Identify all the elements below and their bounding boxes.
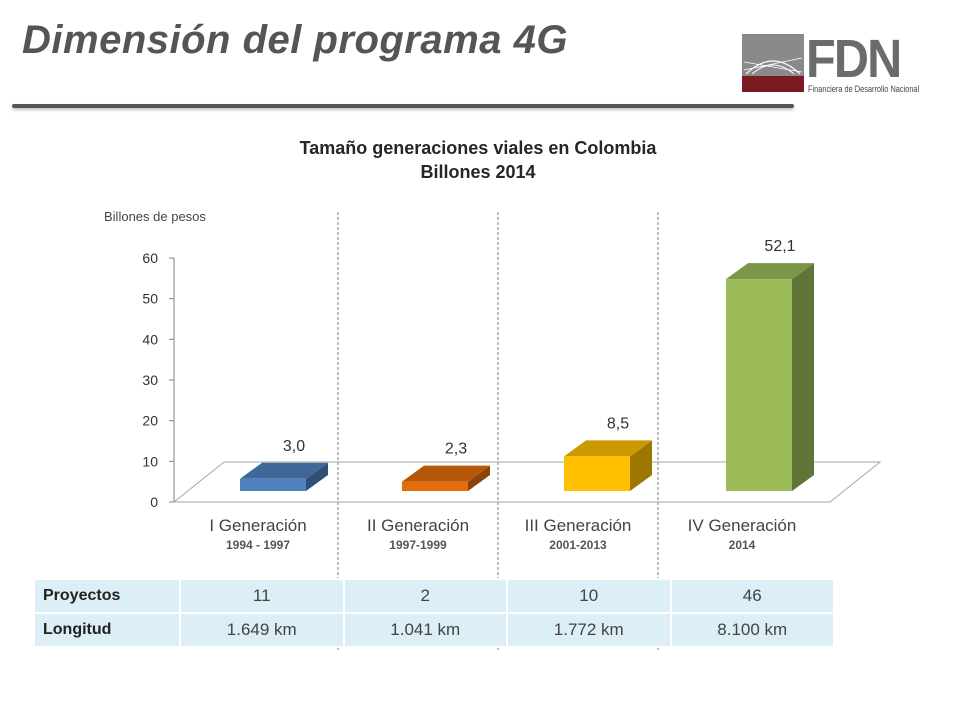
chart-title: Tamaño generaciones viales en Colombia B… [200, 136, 756, 184]
fdn-logo-mark-icon [742, 34, 804, 92]
table-cell: 1.041 km [342, 612, 508, 648]
bar-side [792, 263, 814, 491]
category-years: 2014 [728, 538, 756, 552]
category-name: II Generación [366, 516, 470, 535]
slide-title: Dimensión del programa 4G [22, 18, 568, 62]
bar-side [306, 462, 328, 491]
category-name: III Generación [524, 516, 632, 535]
table-row: Proyectos 11 2 10 46 [33, 578, 835, 614]
data-label: 8,5 [607, 415, 629, 432]
row-header: Proyectos [33, 578, 181, 614]
row-header: Longitud [33, 612, 181, 648]
y-tick-label: 30 [142, 372, 158, 388]
y-tick-label: 20 [142, 413, 158, 429]
category-label: III Generación 2001-2013 [498, 515, 658, 553]
bar [726, 279, 792, 491]
table-cell: 1.649 km [179, 612, 345, 648]
fdn-logo: FDN Financiera de Desarrollo Nacional [742, 29, 932, 96]
bar-top [402, 465, 490, 482]
category-label: I Generación 1994 - 1997 [178, 515, 338, 553]
title-underline [12, 104, 794, 108]
table-cell: 2 [342, 578, 508, 614]
bar-top [726, 263, 814, 280]
chart-subtitle: Billones 2014 [420, 162, 536, 182]
table-cell: 11 [179, 578, 345, 614]
fdn-logo-text: FDN [806, 29, 902, 89]
category-years: 2001-2013 [549, 538, 607, 552]
bar [564, 456, 630, 491]
bar-top [564, 440, 652, 457]
y-tick-label: 10 [142, 453, 158, 469]
category-label: IV Generación 2014 [662, 515, 822, 553]
y-tick-label: 0 [150, 494, 158, 510]
y-tick-label: 50 [142, 291, 158, 307]
table-cell: 46 [669, 578, 835, 614]
chart-floor [172, 461, 882, 503]
y-tick-label: 60 [142, 250, 158, 266]
bar-top [240, 462, 328, 479]
bar-side [468, 465, 490, 491]
y-tick-label: 40 [142, 331, 158, 347]
table-cell: 1.772 km [506, 612, 672, 648]
category-years: 1994 - 1997 [225, 538, 291, 552]
data-label: 52,1 [764, 238, 795, 255]
fdn-logo-subtitle: Financiera de Desarrollo Nacional [808, 84, 920, 94]
bar [240, 478, 306, 491]
category-years: 1997-1999 [389, 538, 447, 552]
table-cell: 10 [506, 578, 672, 614]
chart-title-line: Tamaño generaciones viales en Colombia [299, 138, 657, 158]
data-label: 3,0 [283, 438, 305, 455]
bar-side [630, 440, 652, 491]
category-label: II Generación 1997-1999 [338, 515, 498, 553]
category-name: I Generación [209, 516, 307, 535]
data-label: 2,3 [445, 441, 467, 458]
stats-table: Proyectos 11 2 10 46 Longitud 1.649 km 1.041 km… [33, 578, 835, 648]
y-axis-label: Billones de pesos [104, 209, 206, 224]
table-cell: 8.100 km [669, 612, 835, 648]
category-name: IV Generación [687, 516, 797, 535]
bar [402, 481, 468, 491]
table-row: Longitud 1.649 km 1.041 km 1.772 km 8.100 km [33, 612, 835, 648]
